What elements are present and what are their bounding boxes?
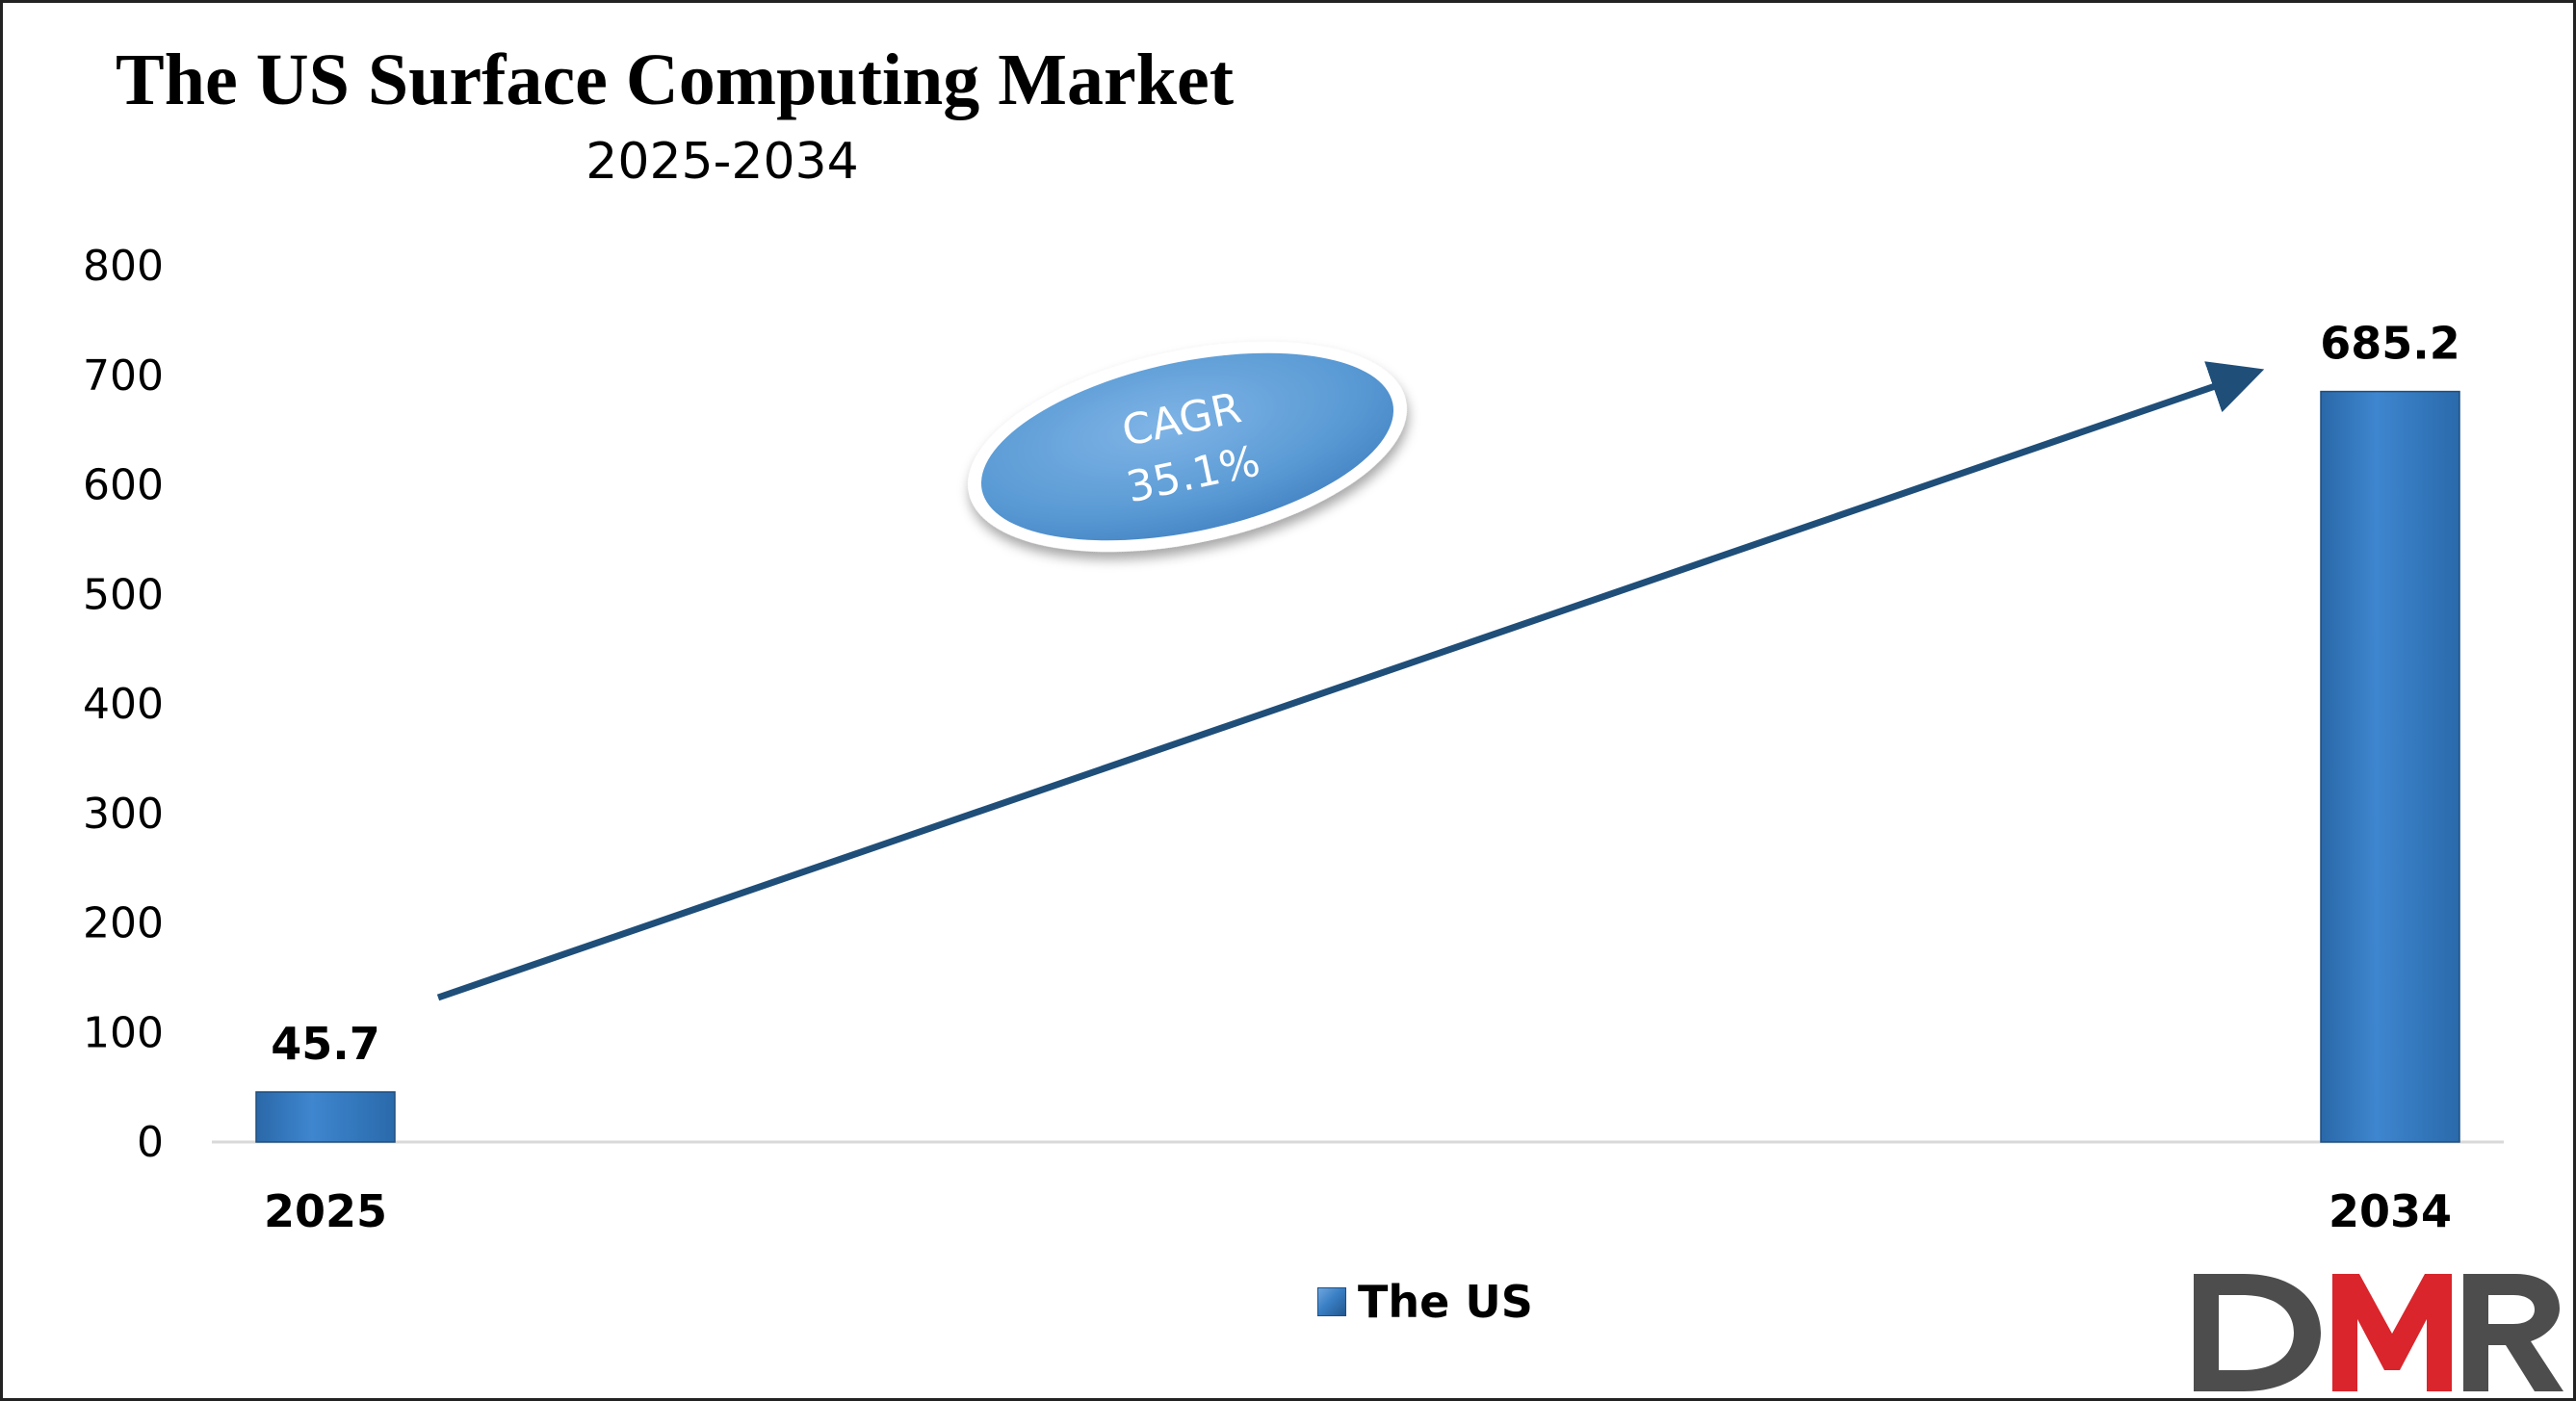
bar	[2320, 390, 2460, 1143]
x-tick-label: 2025	[264, 1185, 387, 1237]
y-tick-label: 200	[83, 899, 164, 948]
chart-title: The US Surface Computing Market	[116, 39, 1235, 120]
y-tick-label: 800	[83, 242, 164, 291]
trend-arrow	[436, 361, 2265, 1001]
data-labels: 45.7 685.2	[271, 318, 2460, 1070]
data-label: 45.7	[271, 1018, 380, 1070]
dmr-logo	[2194, 1274, 2563, 1391]
legend-label: The US	[1358, 1276, 1533, 1328]
y-tick-label: 400	[83, 680, 164, 729]
bar	[255, 1091, 396, 1143]
x-axis-labels: 2025 2034	[264, 1185, 2452, 1237]
y-tick-label: 0	[137, 1118, 164, 1167]
data-label: 685.2	[2320, 318, 2460, 370]
dmr-logo-mark	[2194, 1274, 2563, 1391]
cagr-badge: CAGR 35.1%	[968, 341, 1407, 553]
y-tick-label: 500	[83, 570, 164, 619]
y-tick-label: 700	[83, 351, 164, 401]
bars	[255, 390, 2460, 1143]
legend: The US	[1317, 1273, 1533, 1331]
legend-swatch	[1317, 1287, 1346, 1316]
y-tick-label: 600	[83, 461, 164, 510]
y-tick-label: 100	[83, 1008, 164, 1057]
y-axis-labels: 0 100 200 300 400 500 600 700 800	[83, 242, 164, 1167]
chart-subtitle: 2025-2034	[585, 133, 859, 191]
cagr-ellipse	[980, 352, 1394, 541]
y-tick-label: 300	[83, 790, 164, 839]
x-tick-label: 2034	[2329, 1185, 2452, 1237]
